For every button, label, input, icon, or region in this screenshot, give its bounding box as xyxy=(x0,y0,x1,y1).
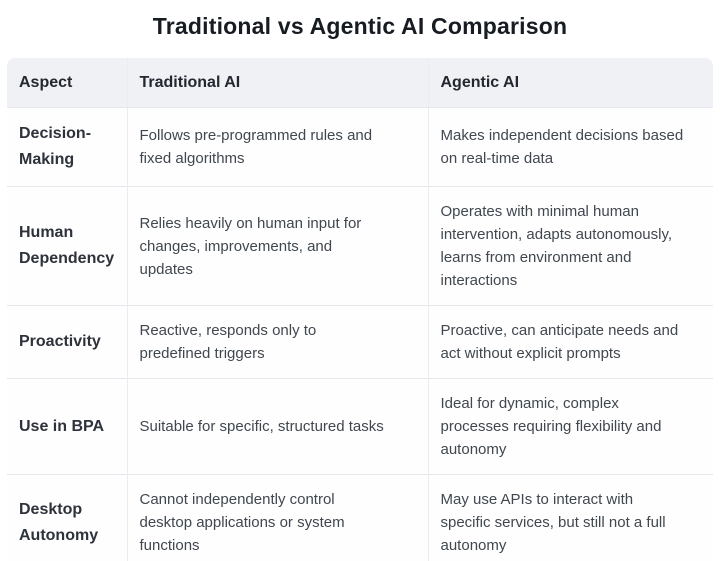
table-row-proactivity: Proactivity Reactive, responds only to p… xyxy=(7,305,713,379)
table-row-use-in-bpa: Use in BPA Suitable for specific, struct… xyxy=(7,378,713,475)
agentic-ai-cell: Operates with minimal human intervention… xyxy=(427,186,713,306)
traditional-ai-cell: Follows pre-programmed rules and fixed a… xyxy=(126,107,428,187)
aspect-label: Use in BPA xyxy=(7,378,127,475)
header-cell-agentic-ai: Agentic AI xyxy=(427,58,713,108)
aspect-label: Proactivity xyxy=(7,305,127,379)
traditional-ai-cell: Cannot independently control desktop app… xyxy=(126,474,428,561)
page-title: Traditional vs Agentic AI Comparison xyxy=(152,13,568,39)
agentic-ai-cell: Proactive, can anticipate needs and act … xyxy=(427,305,713,379)
aspect-label: Desktop Autonomy xyxy=(7,474,127,561)
traditional-ai-cell: Relies heavily on human input for change… xyxy=(126,186,428,306)
comparison-table-container: Aspect Traditional AI Agentic AI Decisio… xyxy=(7,58,713,561)
aspect-label: Human Dependency xyxy=(7,186,127,306)
traditional-ai-cell: Suitable for specific, structured tasks xyxy=(126,378,428,475)
header-cell-aspect: Aspect xyxy=(7,58,127,108)
aspect-label: Decision- Making xyxy=(7,107,127,187)
agentic-ai-cell: Ideal for dynamic, complex processes req… xyxy=(427,378,713,475)
header-row: Aspect Traditional AI Agentic AI xyxy=(7,58,713,108)
agentic-ai-cell: May use APIs to interact with specific s… xyxy=(427,474,713,561)
header-cell-traditional-ai: Traditional AI xyxy=(126,58,428,108)
agentic-ai-cell: Makes independent decisions based on rea… xyxy=(427,107,713,187)
table-row-human-dependency: Human Dependency Relies heavily on human… xyxy=(7,186,713,306)
table-row-desktop-autonomy: Desktop Autonomy Cannot independently co… xyxy=(7,474,713,561)
traditional-ai-cell: Reactive, responds only to predefined tr… xyxy=(126,305,428,379)
table-row-decision-making: Decision- Making Follows pre-programmed … xyxy=(7,107,713,187)
comparison-table: Aspect Traditional AI Agentic AI Decisio… xyxy=(7,58,713,561)
